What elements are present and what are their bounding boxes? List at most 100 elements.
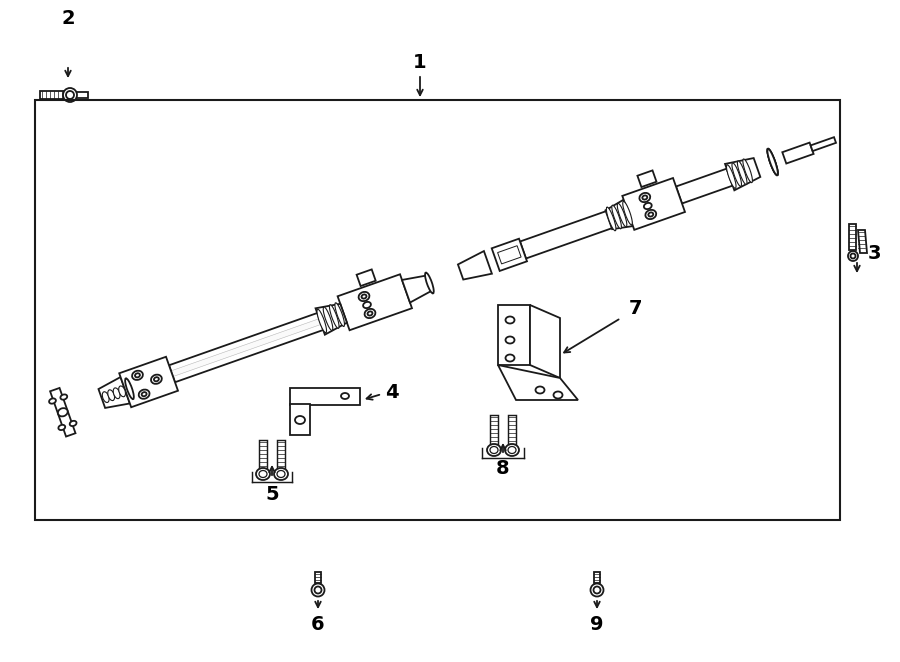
Ellipse shape [317, 309, 327, 333]
Ellipse shape [132, 371, 143, 380]
Ellipse shape [726, 165, 736, 189]
Polygon shape [811, 137, 836, 151]
Ellipse shape [490, 446, 498, 453]
Polygon shape [498, 246, 521, 264]
Polygon shape [315, 572, 321, 583]
Polygon shape [402, 275, 432, 303]
Ellipse shape [58, 425, 65, 430]
Ellipse shape [737, 161, 747, 185]
Ellipse shape [768, 149, 778, 175]
Polygon shape [491, 239, 527, 271]
Ellipse shape [58, 408, 68, 416]
Polygon shape [171, 308, 353, 377]
Ellipse shape [848, 251, 858, 261]
Ellipse shape [103, 392, 109, 402]
Ellipse shape [125, 378, 134, 399]
Polygon shape [277, 440, 285, 468]
Text: 6: 6 [311, 616, 325, 634]
Polygon shape [40, 91, 64, 99]
Ellipse shape [329, 305, 339, 328]
Polygon shape [520, 205, 631, 258]
Polygon shape [637, 170, 656, 187]
Ellipse shape [135, 373, 140, 377]
Polygon shape [498, 305, 530, 365]
Ellipse shape [607, 207, 616, 231]
Polygon shape [782, 142, 814, 164]
Bar [35, 100, 840, 520]
Text: 5: 5 [266, 485, 279, 504]
Ellipse shape [63, 88, 77, 102]
Ellipse shape [617, 203, 626, 227]
Ellipse shape [732, 163, 742, 187]
Ellipse shape [362, 295, 366, 299]
Text: 9: 9 [590, 616, 604, 634]
Ellipse shape [536, 387, 544, 393]
Ellipse shape [154, 377, 158, 381]
Ellipse shape [341, 393, 349, 399]
Text: 3: 3 [868, 244, 881, 263]
Ellipse shape [113, 388, 120, 399]
Ellipse shape [295, 416, 305, 424]
Ellipse shape [643, 195, 647, 199]
Polygon shape [498, 365, 578, 400]
Ellipse shape [506, 354, 515, 361]
Ellipse shape [768, 149, 778, 175]
Ellipse shape [487, 444, 501, 456]
Ellipse shape [259, 471, 267, 477]
Ellipse shape [612, 205, 621, 229]
Ellipse shape [141, 392, 147, 397]
Ellipse shape [639, 193, 650, 202]
Ellipse shape [768, 149, 778, 175]
Polygon shape [676, 169, 733, 203]
Polygon shape [530, 305, 560, 378]
Ellipse shape [274, 468, 288, 480]
Ellipse shape [363, 302, 371, 308]
Polygon shape [76, 92, 88, 98]
Ellipse shape [742, 159, 752, 183]
Polygon shape [490, 415, 498, 444]
Ellipse shape [367, 311, 373, 316]
Polygon shape [290, 404, 310, 435]
Ellipse shape [425, 273, 434, 293]
Polygon shape [458, 251, 492, 279]
Ellipse shape [323, 307, 333, 330]
Ellipse shape [119, 386, 125, 397]
Polygon shape [119, 357, 178, 407]
Polygon shape [98, 377, 130, 408]
Ellipse shape [590, 583, 604, 596]
Polygon shape [259, 440, 267, 468]
Ellipse shape [623, 201, 633, 225]
Ellipse shape [505, 444, 519, 456]
Ellipse shape [850, 254, 856, 258]
Polygon shape [316, 304, 346, 335]
Polygon shape [169, 302, 355, 382]
Text: 4: 4 [385, 383, 399, 401]
Ellipse shape [69, 421, 76, 426]
Ellipse shape [311, 583, 325, 596]
Ellipse shape [151, 375, 162, 384]
Ellipse shape [66, 91, 74, 99]
Text: 7: 7 [628, 299, 642, 318]
Polygon shape [849, 224, 856, 250]
Ellipse shape [506, 316, 515, 324]
Text: 8: 8 [496, 459, 509, 477]
Polygon shape [858, 230, 867, 253]
Polygon shape [622, 178, 685, 230]
Ellipse shape [644, 203, 652, 209]
Polygon shape [508, 415, 516, 444]
Ellipse shape [645, 210, 656, 219]
Polygon shape [594, 572, 600, 583]
Polygon shape [290, 388, 360, 405]
Ellipse shape [108, 390, 114, 401]
Polygon shape [338, 274, 412, 330]
Text: 1: 1 [413, 52, 427, 71]
Ellipse shape [60, 395, 68, 400]
Polygon shape [725, 158, 760, 191]
Ellipse shape [139, 389, 149, 399]
Ellipse shape [314, 587, 321, 594]
Ellipse shape [364, 309, 375, 318]
Ellipse shape [648, 213, 653, 216]
Polygon shape [50, 388, 76, 436]
Ellipse shape [256, 468, 270, 480]
Ellipse shape [358, 292, 369, 301]
